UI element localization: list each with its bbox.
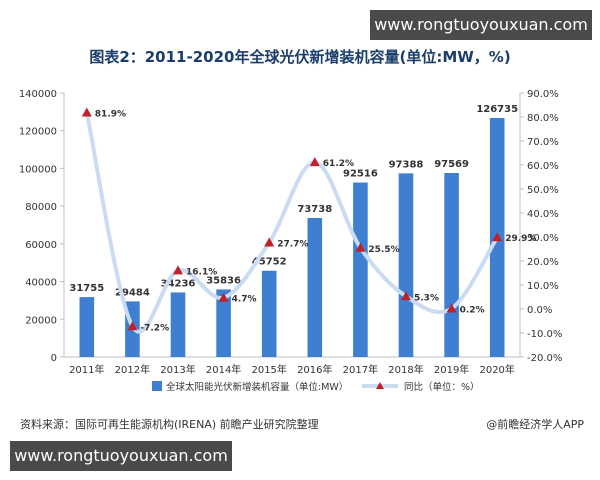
left-axis-tick-label: 140000 xyxy=(19,89,57,100)
x-tick-label: 2015年 xyxy=(251,363,286,376)
right-axis-tick-label: 80.0% xyxy=(527,113,559,124)
legend-line-label: 同比（单位：%） xyxy=(404,381,480,393)
bar-value-label: 73738 xyxy=(297,204,332,215)
right-axis-tick-label: 40.0% xyxy=(527,209,559,220)
bar xyxy=(353,182,368,357)
x-tick-label: 2013年 xyxy=(160,363,195,376)
legend-bar-swatch xyxy=(152,381,162,391)
bar-value-label: 35836 xyxy=(206,275,241,286)
left-axis-tick-label: 60000 xyxy=(25,240,57,251)
left-axis-tick-label: 80000 xyxy=(25,202,57,213)
left-axis-tick-label: 0 xyxy=(51,353,57,364)
yoy-value-label: 61.2% xyxy=(323,159,354,169)
yoy-value-label: 16.1% xyxy=(186,267,217,277)
bar xyxy=(444,173,459,357)
yoy-value-label: 5.3% xyxy=(414,293,439,303)
right-axis-tick-label: -20.0% xyxy=(527,353,562,364)
yoy-marker xyxy=(492,232,503,242)
yoy-marker xyxy=(264,237,275,247)
bar xyxy=(170,292,186,357)
yoy-marker xyxy=(173,265,183,275)
left-axis-tick-label: 120000 xyxy=(19,127,57,138)
yoy-marker xyxy=(355,242,366,252)
right-axis-tick-label: 90.0% xyxy=(527,89,559,100)
yoy-value-label: 4.7% xyxy=(232,295,257,305)
yoy-marker xyxy=(127,321,138,331)
right-axis-tick-label: 70.0% xyxy=(527,137,559,148)
x-tick-label: 2018年 xyxy=(388,363,423,376)
bar xyxy=(261,270,277,357)
yoy-value-label: 25.5% xyxy=(368,245,399,255)
right-axis-tick-label: 0.0% xyxy=(527,305,552,316)
right-axis-tick-label: 20.0% xyxy=(527,257,559,268)
yoy-marker xyxy=(81,107,92,117)
yoy-value-label: 29.9% xyxy=(505,234,536,244)
x-tick-label: 2020年 xyxy=(479,363,514,376)
yoy-value-label: 27.7% xyxy=(277,240,308,250)
bar-value-label: 34236 xyxy=(161,278,196,289)
yoy-marker xyxy=(401,291,411,301)
bar xyxy=(79,297,95,357)
yoy-marker xyxy=(218,292,229,302)
x-tick-label: 2014年 xyxy=(206,363,241,376)
yoy-value-label: -7.2% xyxy=(140,323,169,333)
bar-value-label: 97569 xyxy=(434,159,469,170)
yoy-marker xyxy=(309,157,320,167)
x-tick-label: 2011年 xyxy=(69,363,104,376)
yoy-marker xyxy=(446,303,457,313)
x-tick-label: 2017年 xyxy=(343,363,378,376)
right-axis-tick-label: 60.0% xyxy=(527,161,559,172)
watermark-top: www.rongtuoyouxuan.com xyxy=(370,10,592,40)
brand-credit: @前瞻经济学人APP xyxy=(486,418,584,431)
legend-line-marker xyxy=(376,382,384,389)
source-note: 资料来源：国际可再生能源机构(IRENA) 前瞻产业研究院整理 xyxy=(20,418,319,431)
bar-value-label: 29484 xyxy=(115,287,150,298)
bar xyxy=(307,217,323,357)
bar xyxy=(216,289,231,357)
left-axis-tick-label: 40000 xyxy=(25,278,57,289)
right-axis-tick-label: 10.0% xyxy=(527,281,559,292)
x-tick-label: 2012年 xyxy=(115,363,150,376)
bar-value-label: 126735 xyxy=(476,104,518,115)
x-tick-label: 2016年 xyxy=(297,363,332,376)
chart-title: 图表2：2011-2020年全球光伏新增装机容量(单位:MW，%) xyxy=(89,48,511,66)
bar-value-label: 31755 xyxy=(69,283,104,294)
left-axis-tick-label: 20000 xyxy=(25,315,57,326)
right-axis-tick-label: 30.0% xyxy=(527,233,559,244)
bar-value-label: 45752 xyxy=(252,257,287,268)
bar-value-label: 97388 xyxy=(389,159,424,170)
left-axis-tick-label: 100000 xyxy=(19,164,57,175)
right-axis-tick-label: -10.0% xyxy=(527,329,562,340)
yoy-value-label: 0.2% xyxy=(460,306,485,316)
bar-value-label: 92516 xyxy=(343,169,378,180)
legend-bar-label: 全球太阳能光伏新增装机容量（单位:MW） xyxy=(166,381,348,393)
right-axis-tick-label: 50.0% xyxy=(527,185,559,196)
bar xyxy=(398,173,414,357)
yoy-value-label: 81.9% xyxy=(95,109,126,119)
watermark-bottom: www.rongtuoyouxuan.com xyxy=(10,441,232,471)
x-tick-label: 2019年 xyxy=(434,363,469,376)
